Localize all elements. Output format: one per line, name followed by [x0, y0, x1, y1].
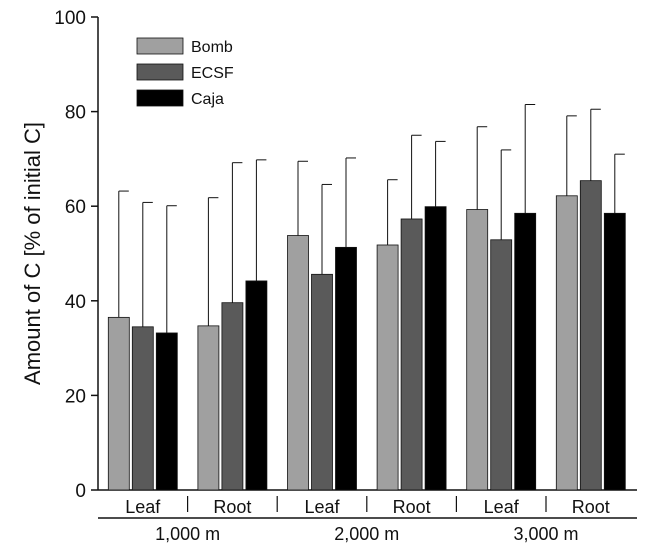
bar [466, 209, 489, 491]
legend-label: Bomb [191, 39, 233, 56]
bar [107, 316, 130, 491]
legend-swatch [136, 89, 184, 107]
legend-label: Caja [191, 91, 224, 108]
bar [514, 212, 537, 491]
bar [197, 325, 220, 491]
bar [555, 195, 578, 491]
bar [221, 302, 244, 491]
x-group-label: 1,000 m [155, 524, 220, 544]
y-tick-label: 20 [65, 386, 86, 407]
bar [376, 244, 399, 491]
bar [245, 280, 268, 491]
y-tick-label: 80 [65, 103, 86, 124]
bar [287, 235, 309, 491]
bar [424, 206, 447, 491]
error-bars [118, 104, 625, 333]
y-tick-label: 40 [65, 292, 86, 313]
x-group-label: 3,000 m [513, 524, 578, 544]
bar [335, 246, 357, 491]
bars [107, 180, 626, 491]
x-category-label: Leaf [125, 497, 161, 517]
y-axis-label: Amount of C [% of initial C] [20, 122, 45, 385]
x-category-label: Root [213, 497, 251, 517]
legend-swatch [136, 63, 184, 81]
y-tick-label: 100 [54, 8, 86, 29]
x-group-label: 2,000 m [334, 524, 399, 544]
legend: Bomb ECSF Caja [136, 37, 234, 108]
y-tick-label: 60 [65, 197, 86, 218]
x-category-label: Root [393, 497, 431, 517]
y-tick-label: 0 [75, 481, 86, 502]
legend-swatch [136, 37, 184, 55]
x-category-label: Leaf [304, 497, 340, 517]
bar [603, 212, 626, 491]
x-category-label: Leaf [484, 497, 520, 517]
bar [490, 239, 513, 491]
bar [400, 218, 423, 491]
x-category-label: Root [572, 497, 610, 517]
bar [155, 332, 178, 491]
axes [97, 17, 637, 491]
y-axis-ticks: 0 20 40 60 80 100 [54, 8, 98, 502]
x-axis-labels: Leaf Root Leaf Root Leaf Root 1,000 m 2,000 m 3,… [98, 496, 637, 544]
bar [579, 180, 602, 491]
bar [311, 273, 333, 491]
bar [131, 326, 154, 491]
legend-label: ECSF [191, 65, 234, 82]
